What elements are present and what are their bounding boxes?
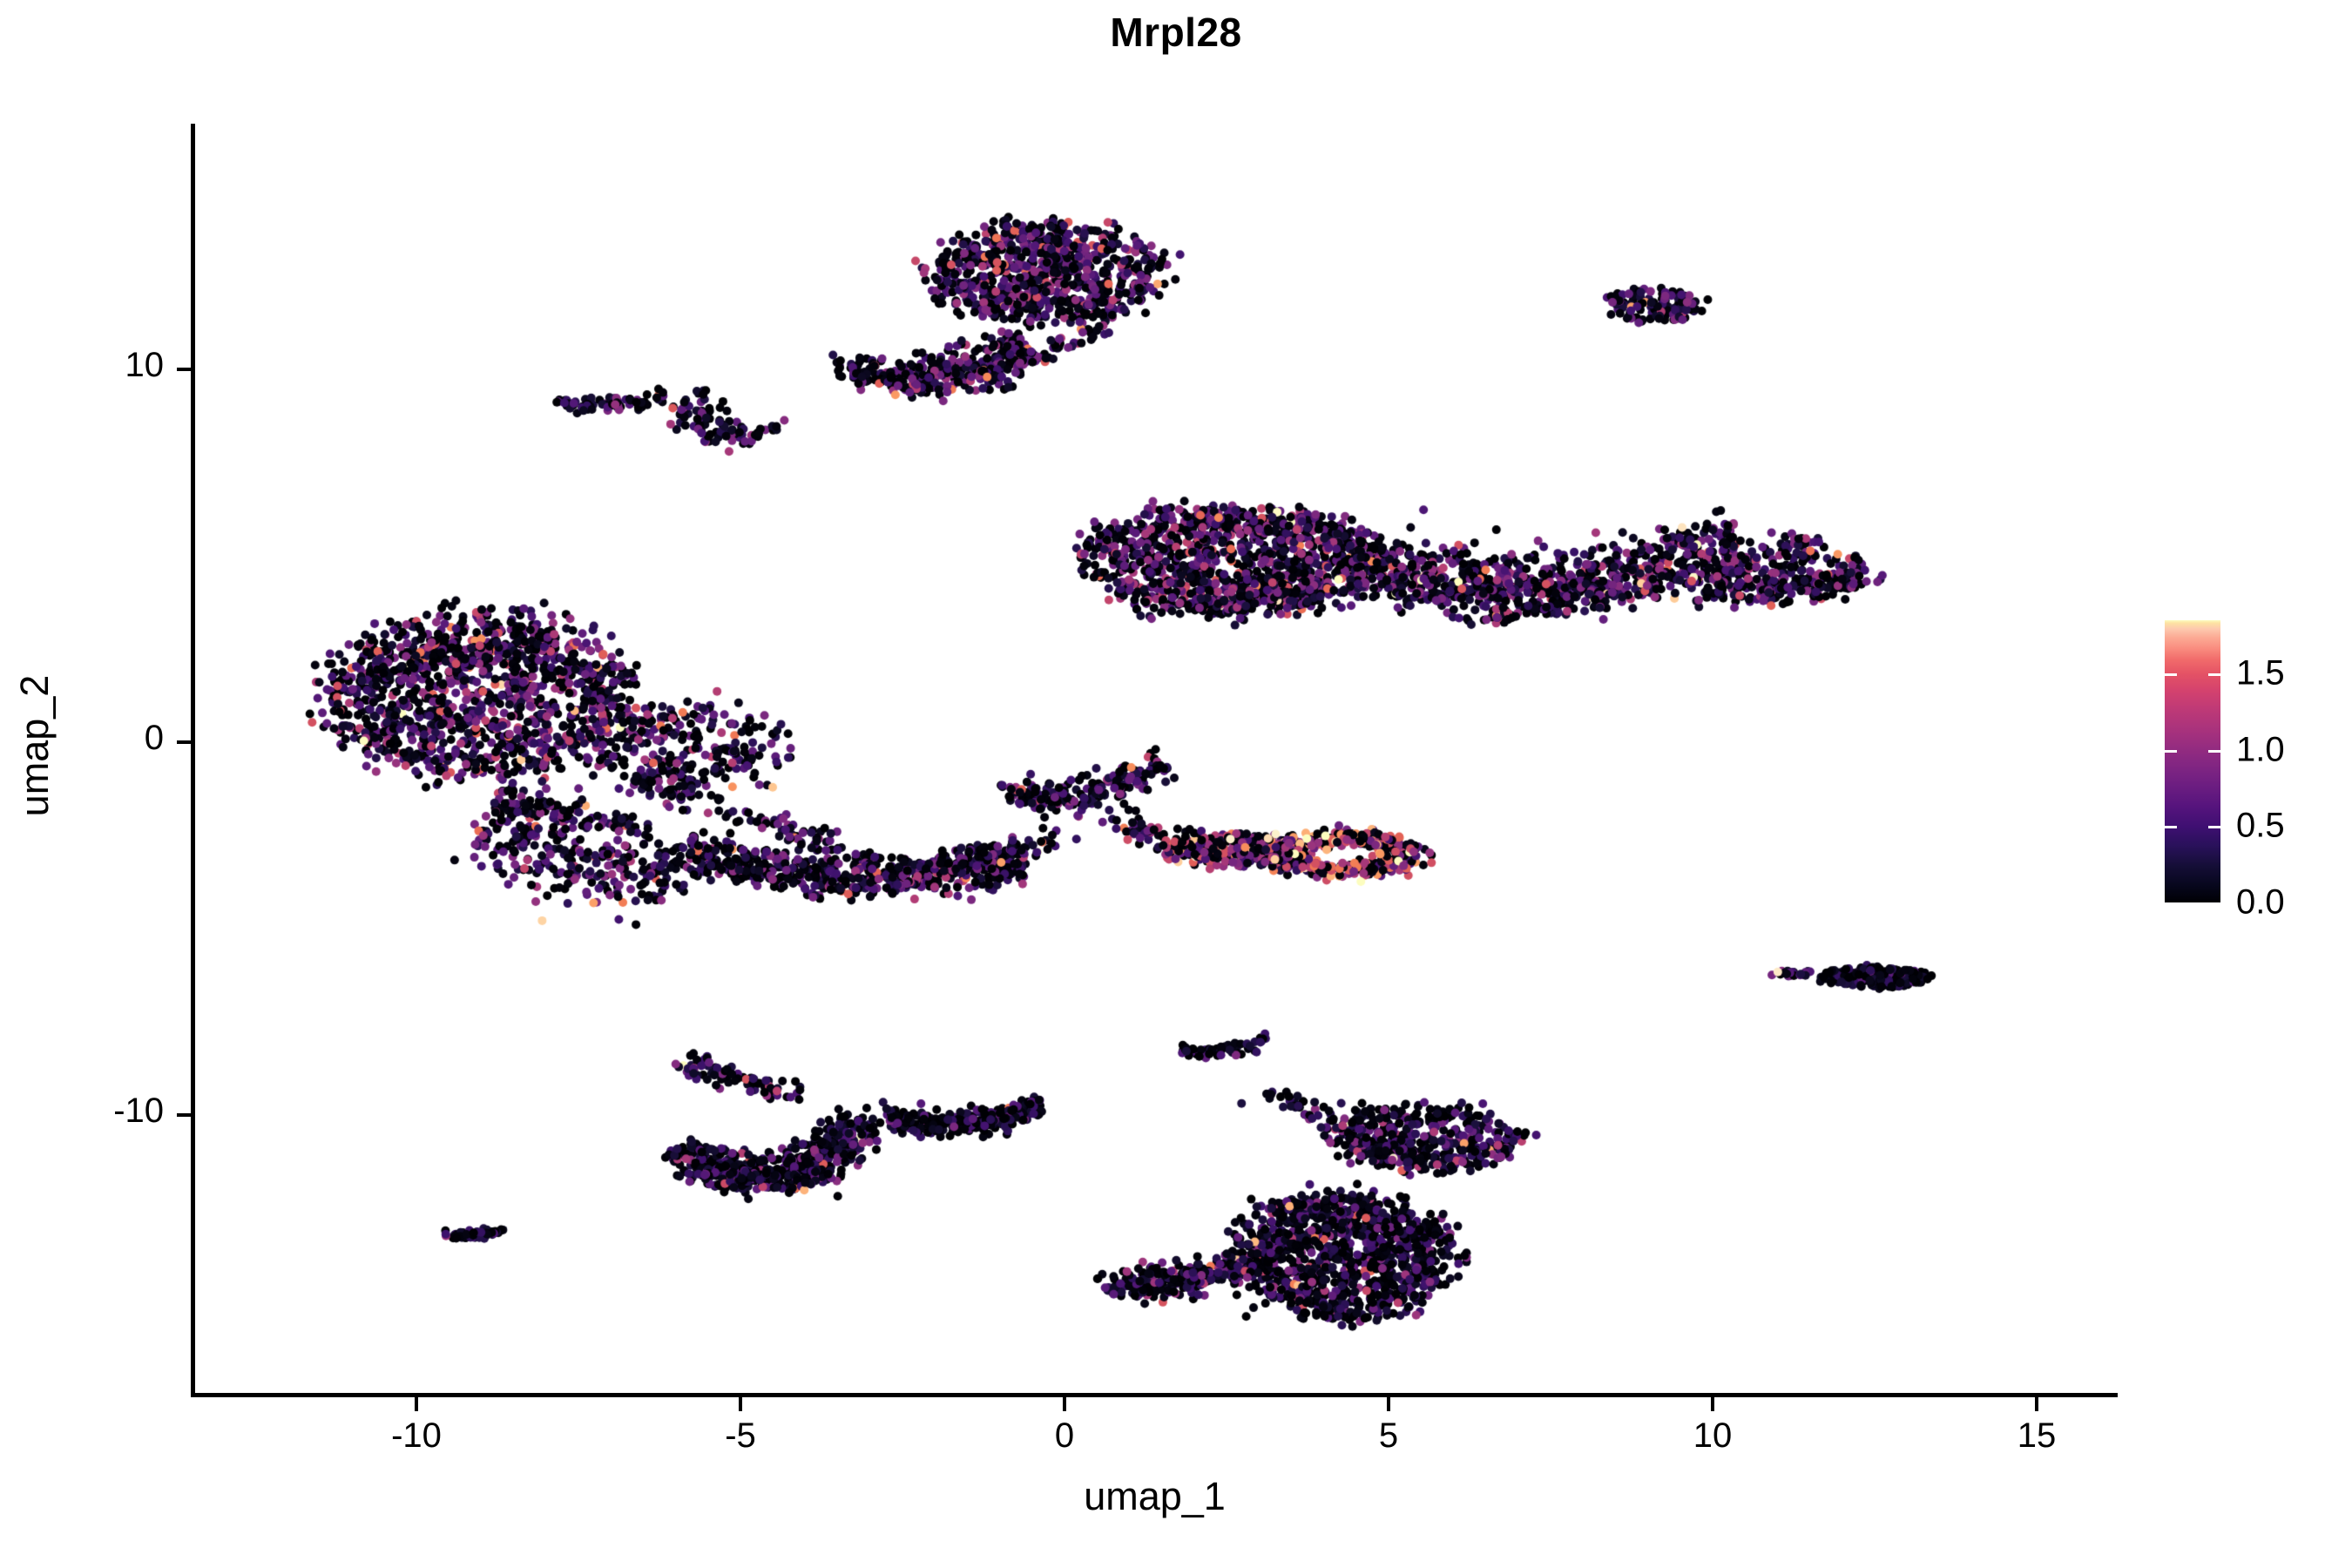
colorbar-tick-mark — [2208, 673, 2220, 677]
x-tick-mark — [415, 1397, 418, 1411]
scatter-points-canvas — [194, 124, 2115, 1395]
colorbar-tick-label: 1.0 — [2236, 730, 2285, 769]
y-tick-label: 0 — [144, 719, 164, 757]
y-tick-label: -10 — [113, 1092, 164, 1130]
y-tick-mark — [177, 740, 191, 744]
y-tick-mark — [177, 368, 191, 371]
x-tick-mark — [2035, 1397, 2038, 1411]
x-tick-mark — [1063, 1397, 1066, 1411]
x-tick-label: -10 — [391, 1416, 442, 1455]
colorbar-tick-mark — [2165, 826, 2177, 829]
x-tick-label: 0 — [1054, 1416, 1075, 1455]
x-axis-line — [191, 1393, 2118, 1397]
colorbar-tick-mark — [2208, 902, 2220, 905]
page-title: Mrpl28 — [1110, 10, 1242, 55]
colorbar-tick-label: 0.0 — [2236, 882, 2285, 922]
colorbar-legend: 0.0 0.5 1.0 1.5 — [2165, 620, 2285, 922]
y-axis-line — [191, 124, 195, 1397]
colorbar-tick-mark — [2208, 749, 2220, 753]
x-tick-label: 5 — [1378, 1416, 1399, 1455]
x-tick-label: 15 — [2017, 1416, 2057, 1455]
colorbar-gradient — [2165, 620, 2220, 902]
colorbar-tick-mark — [2208, 826, 2220, 829]
x-tick-mark — [739, 1397, 742, 1411]
colorbar-tick-label: 1.5 — [2236, 653, 2285, 693]
colorbar-tick-label: 0.5 — [2236, 806, 2285, 845]
plot-panel — [194, 124, 2115, 1395]
x-tick-mark — [1387, 1397, 1390, 1411]
colorbar-tick-mark — [2165, 902, 2177, 905]
x-tick-label: -5 — [725, 1416, 756, 1455]
colorbar-tick-mark — [2165, 673, 2177, 677]
y-axis-label: umap_2 — [12, 674, 57, 817]
y-tick-mark — [177, 1113, 191, 1117]
x-tick-mark — [1711, 1397, 1714, 1411]
x-tick-label: 10 — [1693, 1416, 1733, 1455]
y-tick-label: 10 — [125, 346, 165, 384]
colorbar-tick-mark — [2165, 749, 2177, 753]
x-axis-label: umap_1 — [1084, 1474, 1226, 1518]
